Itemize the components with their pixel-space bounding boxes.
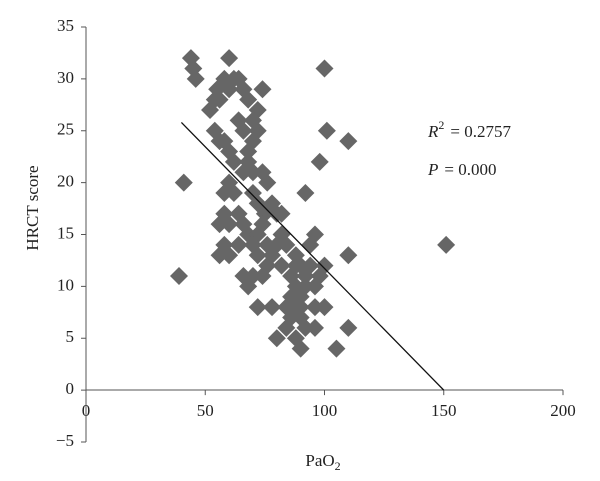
point [339, 318, 358, 337]
annotation-text: = 0.000 [444, 160, 496, 179]
y-tick-label: 10 [57, 275, 74, 294]
point [239, 90, 258, 109]
point [234, 121, 253, 140]
point [215, 184, 234, 202]
annotation-text: = 0.2757 [450, 122, 511, 141]
x-tick-label: 100 [312, 401, 338, 420]
y-tick-label: 35 [57, 16, 74, 35]
point [243, 267, 262, 285]
point [327, 339, 346, 358]
point [263, 298, 282, 317]
y-tick-label: 5 [66, 327, 75, 346]
point [310, 152, 329, 171]
point [210, 90, 229, 109]
point [243, 235, 262, 254]
point [272, 204, 291, 223]
point [305, 225, 324, 244]
point [315, 59, 334, 78]
point [186, 69, 205, 88]
annotation: R2 = 0.2757 [427, 118, 511, 141]
point [229, 235, 248, 254]
point [437, 235, 456, 254]
point [339, 246, 358, 265]
point [243, 184, 262, 202]
annotation-symbol: R [427, 122, 439, 141]
point [305, 318, 324, 337]
point [220, 49, 239, 68]
y-tick-label: 15 [57, 223, 74, 242]
point [210, 246, 229, 265]
point [243, 111, 262, 130]
x-tick-label: 0 [82, 401, 91, 420]
y-tick-label: 20 [57, 172, 74, 191]
regression-line [180, 121, 445, 391]
point [258, 173, 277, 192]
point [305, 298, 324, 317]
point [296, 277, 315, 296]
x-tick-label: 200 [550, 401, 576, 420]
point [220, 215, 239, 234]
point [170, 267, 189, 285]
y-tick-label: 0 [66, 379, 75, 398]
point [253, 267, 272, 285]
point [286, 256, 305, 275]
point [224, 184, 243, 202]
annotation-sup: 2 [438, 118, 444, 132]
point [267, 329, 286, 348]
point [243, 163, 262, 182]
x-tick-label: 50 [197, 401, 214, 420]
point [317, 121, 336, 140]
y-axis-label: HRCT score [23, 165, 42, 250]
point [277, 318, 296, 337]
point [253, 80, 272, 99]
y-tick-label: −5 [56, 431, 74, 450]
point [253, 215, 272, 234]
point [201, 101, 220, 119]
point [210, 215, 229, 234]
point [248, 246, 267, 265]
point [174, 173, 193, 192]
x-label-main: PaO [305, 451, 334, 470]
point [296, 318, 315, 337]
point [272, 256, 291, 275]
point [291, 339, 310, 358]
point [315, 256, 334, 275]
point [248, 298, 267, 317]
point [339, 132, 358, 151]
point [296, 184, 315, 202]
y-tick-label: 30 [57, 68, 74, 87]
point [277, 235, 296, 254]
point [305, 277, 324, 296]
y-tick-label: 25 [57, 120, 74, 139]
point [315, 298, 334, 317]
point [301, 256, 320, 275]
point [291, 298, 310, 317]
point [220, 246, 239, 265]
x-label-sub: 2 [335, 459, 341, 473]
point [224, 152, 243, 171]
annotation: P = 0.000 [427, 160, 496, 179]
x-axis-label: PaO2 [305, 451, 340, 473]
annotation-symbol: P [427, 160, 438, 179]
point [243, 132, 262, 151]
x-tick-label: 150 [431, 401, 457, 420]
